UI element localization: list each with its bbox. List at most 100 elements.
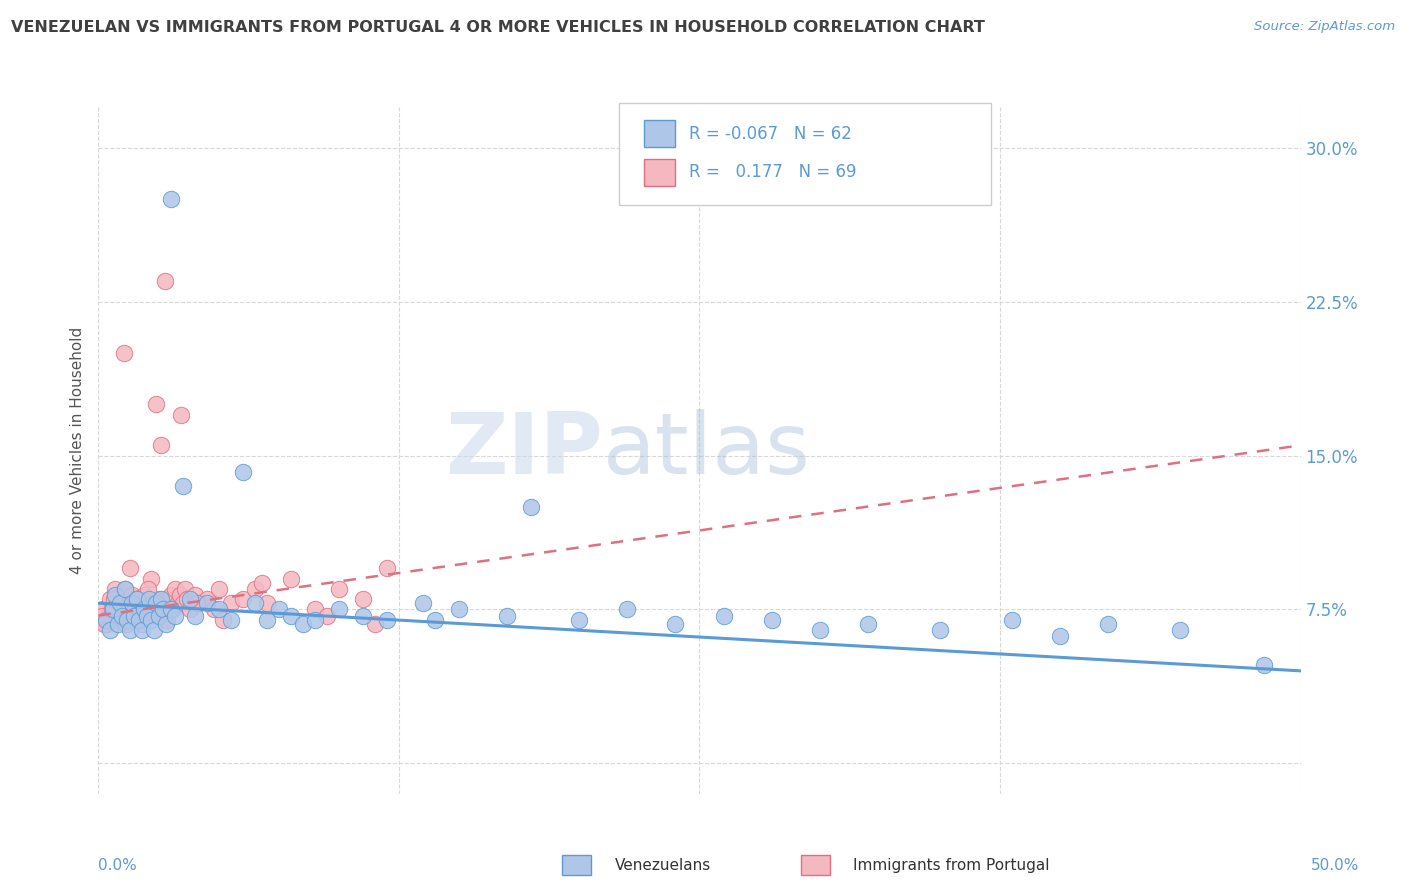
Point	[202, 602, 225, 616]
Text: VENEZUELAN VS IMMIGRANTS FROM PORTUGAL 4 OR MORE VEHICLES IN HOUSEHOLD CORRELATI: VENEZUELAN VS IMMIGRANTS FROM PORTUGAL 4…	[11, 20, 986, 35]
Point	[121, 588, 143, 602]
Point	[112, 602, 135, 616]
Point	[208, 602, 231, 616]
Point	[159, 602, 181, 616]
Point	[101, 602, 124, 616]
Point	[412, 596, 434, 610]
Point	[145, 397, 167, 411]
Point	[172, 596, 194, 610]
Point	[91, 602, 114, 616]
Point	[107, 613, 129, 627]
Point	[141, 613, 163, 627]
Point	[243, 582, 266, 596]
Point	[1253, 657, 1275, 672]
Point	[125, 592, 148, 607]
Point	[125, 592, 148, 607]
Point	[304, 613, 326, 627]
Point	[112, 346, 135, 360]
Point	[100, 602, 122, 616]
Point	[145, 596, 167, 610]
Text: Venezuelans: Venezuelans	[614, 858, 710, 872]
Point	[159, 192, 181, 206]
Point	[115, 616, 138, 631]
Point	[149, 438, 172, 452]
Point	[108, 596, 131, 610]
Point	[183, 588, 205, 602]
Point	[174, 582, 197, 596]
Point	[124, 602, 146, 616]
Point	[118, 561, 141, 575]
Point	[208, 582, 231, 596]
Point	[114, 582, 136, 596]
Point	[114, 582, 136, 596]
Point	[159, 588, 181, 602]
Point	[148, 592, 170, 607]
Point	[256, 613, 278, 627]
Point	[141, 572, 163, 586]
Point	[713, 608, 735, 623]
Point	[103, 592, 125, 607]
Point	[219, 596, 242, 610]
Point	[364, 616, 387, 631]
Point	[169, 588, 191, 602]
Point	[97, 608, 120, 623]
Point	[1170, 623, 1192, 637]
Point	[250, 575, 273, 590]
Point	[155, 616, 177, 631]
Point	[328, 582, 350, 596]
Point	[138, 602, 160, 616]
Point	[423, 613, 446, 627]
Point	[179, 592, 201, 607]
Point	[135, 608, 157, 623]
Point	[280, 608, 302, 623]
Point	[186, 596, 208, 610]
Point	[104, 588, 127, 602]
Point	[94, 616, 117, 631]
Point	[232, 465, 254, 479]
Point	[304, 602, 326, 616]
Text: atlas: atlas	[603, 409, 811, 492]
Point	[152, 602, 174, 616]
Point	[125, 592, 148, 607]
Point	[91, 608, 114, 623]
Point	[156, 613, 179, 627]
Point	[111, 608, 134, 623]
Point	[152, 602, 174, 616]
Point	[142, 602, 165, 616]
Point	[520, 500, 543, 514]
Point	[132, 602, 155, 616]
Point	[183, 608, 205, 623]
Text: 50.0%: 50.0%	[1312, 858, 1360, 872]
Point	[136, 582, 159, 596]
Point	[108, 596, 131, 610]
Point	[128, 602, 150, 616]
Point	[375, 613, 398, 627]
Point	[107, 616, 129, 631]
Text: R =   0.177   N = 69: R = 0.177 N = 69	[689, 163, 856, 181]
Point	[188, 596, 211, 610]
Point	[179, 602, 201, 616]
Point	[1097, 616, 1119, 631]
Point	[100, 623, 122, 637]
Point	[352, 608, 374, 623]
Point	[124, 608, 146, 623]
Point	[146, 608, 169, 623]
Point	[138, 592, 160, 607]
Point	[166, 596, 188, 610]
Point	[328, 602, 350, 616]
Point	[243, 596, 266, 610]
Point	[117, 613, 139, 627]
Point	[256, 596, 278, 610]
Point	[131, 623, 153, 637]
Point	[176, 592, 198, 607]
Point	[315, 608, 337, 623]
Point	[94, 613, 117, 627]
Point	[149, 592, 172, 607]
Point	[195, 592, 218, 607]
Point	[616, 602, 638, 616]
Point	[142, 623, 165, 637]
Point	[375, 561, 398, 575]
Point	[104, 582, 127, 596]
Point	[232, 592, 254, 607]
Point	[496, 608, 519, 623]
